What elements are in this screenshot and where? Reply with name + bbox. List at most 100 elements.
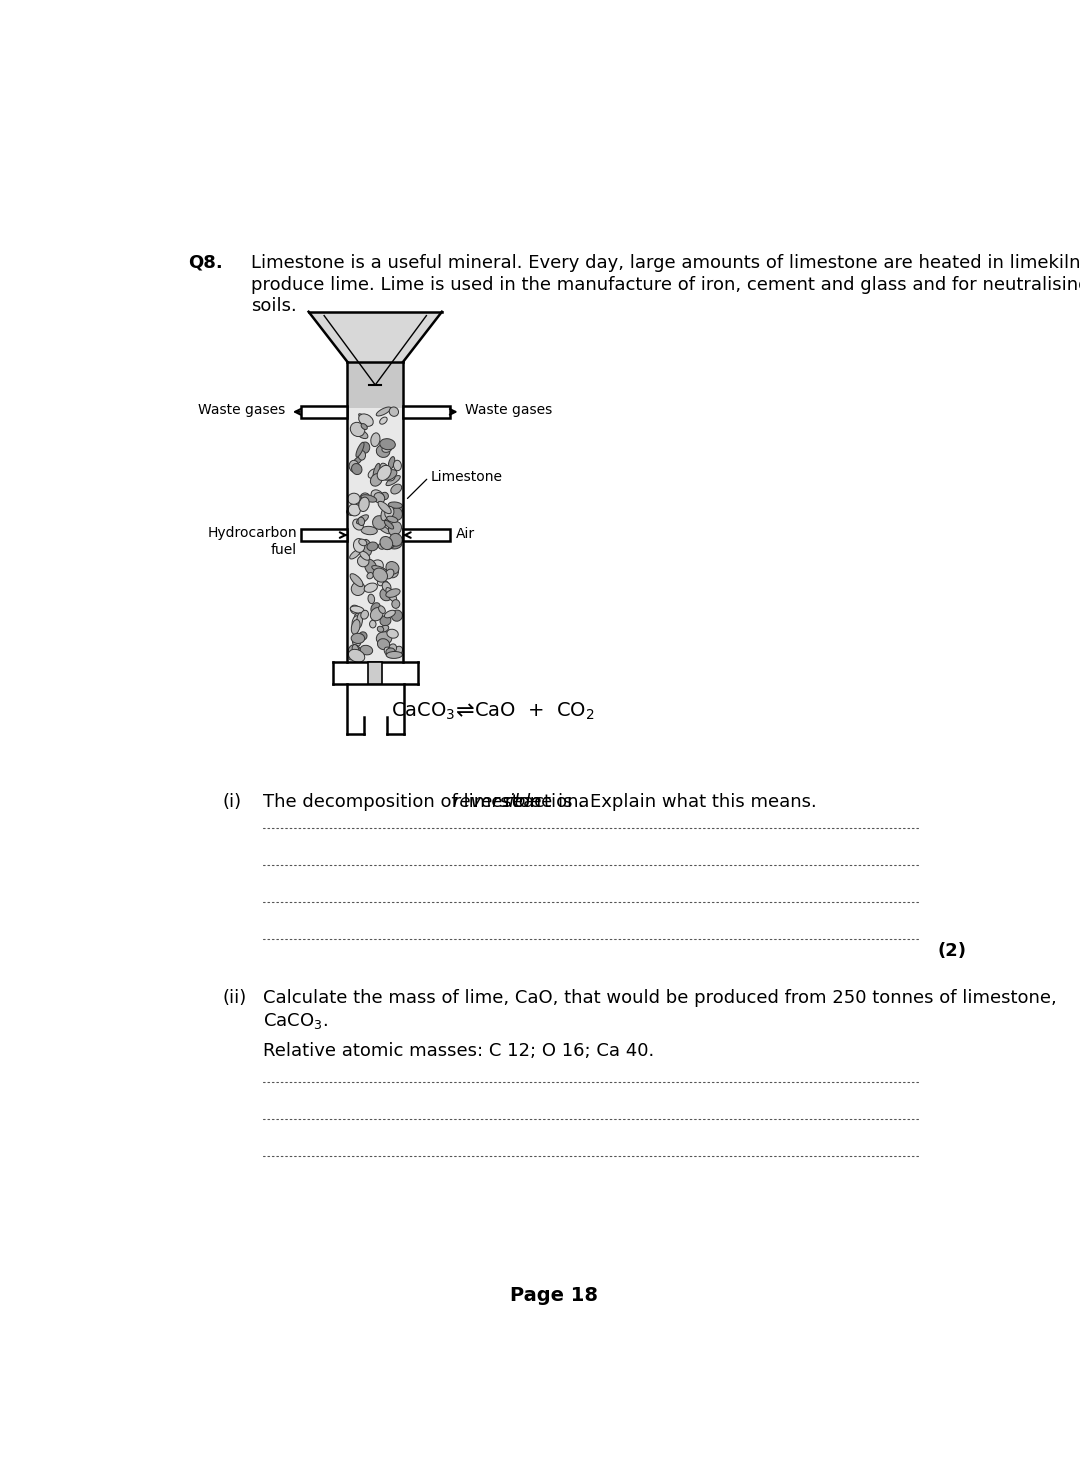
Ellipse shape [386, 475, 401, 485]
Ellipse shape [347, 509, 356, 516]
Ellipse shape [378, 502, 391, 513]
Ellipse shape [359, 413, 372, 425]
Text: (ii): (ii) [222, 990, 247, 1007]
Ellipse shape [372, 490, 383, 502]
Ellipse shape [370, 608, 383, 621]
Ellipse shape [380, 417, 387, 425]
Ellipse shape [373, 568, 388, 583]
Ellipse shape [359, 631, 367, 640]
Ellipse shape [362, 540, 372, 556]
Ellipse shape [359, 414, 374, 426]
Ellipse shape [361, 527, 377, 535]
Ellipse shape [351, 633, 365, 643]
Text: Limestone is a useful mineral. Every day, large amounts of limestone are heated : Limestone is a useful mineral. Every day… [252, 254, 1080, 271]
Ellipse shape [360, 493, 370, 503]
Ellipse shape [351, 620, 360, 634]
Ellipse shape [389, 522, 402, 535]
Ellipse shape [353, 456, 362, 465]
Ellipse shape [356, 612, 363, 628]
Ellipse shape [364, 583, 377, 593]
Ellipse shape [352, 637, 361, 646]
Ellipse shape [377, 639, 390, 649]
Bar [403, 530, 449, 541]
Ellipse shape [361, 442, 369, 453]
Text: (i): (i) [222, 794, 242, 811]
Ellipse shape [370, 473, 382, 487]
Ellipse shape [394, 646, 403, 655]
Ellipse shape [376, 631, 392, 645]
Ellipse shape [356, 429, 368, 438]
Ellipse shape [387, 472, 395, 481]
Bar [301, 530, 348, 541]
Text: The decomposition of limestone is a: The decomposition of limestone is a [262, 794, 595, 811]
Ellipse shape [370, 603, 380, 614]
Ellipse shape [374, 493, 384, 503]
Ellipse shape [352, 463, 362, 475]
Ellipse shape [356, 442, 364, 457]
Ellipse shape [392, 600, 400, 608]
Ellipse shape [377, 524, 390, 534]
Ellipse shape [349, 652, 359, 659]
Ellipse shape [382, 445, 392, 453]
Ellipse shape [384, 569, 394, 578]
Ellipse shape [368, 594, 375, 603]
Ellipse shape [361, 611, 368, 620]
Text: CaO  +  CO$_2$: CaO + CO$_2$ [474, 701, 594, 721]
Ellipse shape [387, 566, 399, 578]
Ellipse shape [373, 463, 380, 479]
Ellipse shape [384, 506, 394, 518]
Text: $\rightleftharpoons$: $\rightleftharpoons$ [451, 702, 475, 721]
Ellipse shape [381, 506, 389, 521]
Text: Waste gases: Waste gases [465, 403, 552, 417]
Ellipse shape [390, 534, 402, 546]
Ellipse shape [380, 463, 389, 476]
Ellipse shape [377, 627, 383, 633]
Ellipse shape [389, 645, 396, 653]
Ellipse shape [368, 469, 379, 478]
Ellipse shape [378, 543, 384, 549]
Ellipse shape [383, 581, 389, 590]
Bar [301, 406, 348, 417]
Ellipse shape [359, 450, 365, 460]
Ellipse shape [382, 469, 397, 481]
Bar [368, 662, 382, 683]
Bar [403, 406, 449, 417]
Ellipse shape [387, 652, 403, 658]
Ellipse shape [391, 484, 402, 494]
Ellipse shape [384, 521, 394, 530]
Ellipse shape [349, 649, 365, 662]
Ellipse shape [367, 572, 374, 578]
Ellipse shape [386, 648, 395, 655]
Ellipse shape [377, 578, 384, 586]
Text: Page 18: Page 18 [510, 1286, 597, 1305]
Text: CaCO$_3$.: CaCO$_3$. [262, 1010, 327, 1031]
Text: Calculate the mass of lime, CaO, that would be produced from 250 tonnes of limes: Calculate the mass of lime, CaO, that wo… [262, 990, 1056, 1007]
Ellipse shape [384, 611, 395, 618]
Ellipse shape [387, 516, 397, 522]
Ellipse shape [382, 581, 391, 591]
Text: soils.: soils. [252, 296, 297, 316]
Ellipse shape [376, 445, 390, 457]
Ellipse shape [350, 605, 360, 614]
Ellipse shape [369, 621, 376, 628]
Ellipse shape [357, 556, 369, 566]
Ellipse shape [369, 560, 383, 574]
Ellipse shape [348, 493, 360, 504]
Ellipse shape [352, 503, 360, 513]
Text: produce lime. Lime is used in the manufacture of iron, cement and glass and for : produce lime. Lime is used in the manufa… [252, 276, 1080, 294]
Ellipse shape [359, 497, 369, 512]
Text: Air: Air [456, 527, 475, 540]
Ellipse shape [351, 583, 365, 596]
Ellipse shape [361, 494, 377, 502]
Text: Relative atomic masses: C 12; O 16; Ca 40.: Relative atomic masses: C 12; O 16; Ca 4… [262, 1041, 654, 1059]
Ellipse shape [352, 645, 359, 655]
Ellipse shape [359, 538, 367, 546]
Ellipse shape [391, 611, 403, 621]
Ellipse shape [365, 559, 377, 575]
Ellipse shape [354, 634, 363, 643]
Text: fuel: fuel [271, 543, 297, 556]
Ellipse shape [380, 537, 393, 550]
Ellipse shape [384, 648, 394, 658]
Bar [348, 363, 403, 409]
Ellipse shape [380, 589, 393, 600]
